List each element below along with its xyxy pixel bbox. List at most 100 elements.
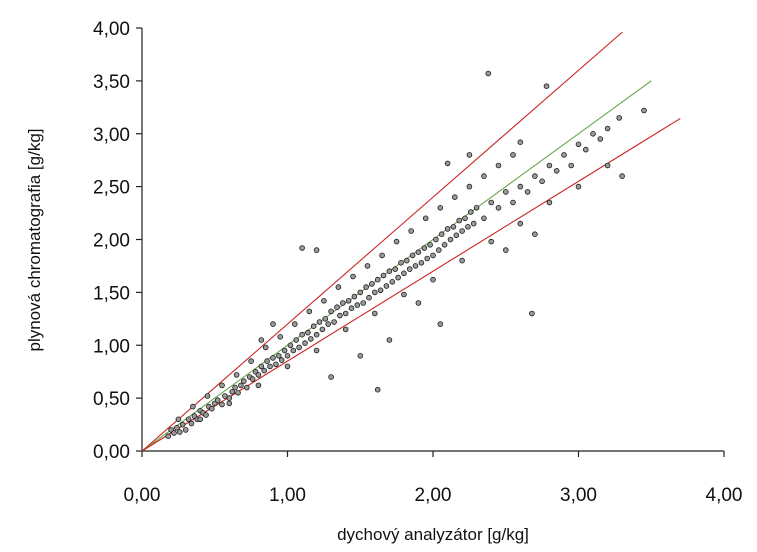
data-point xyxy=(270,321,276,327)
data-point xyxy=(539,178,545,185)
data-point xyxy=(165,433,172,440)
data-point xyxy=(510,199,516,206)
data-point xyxy=(219,401,225,408)
data-point xyxy=(582,146,589,153)
data-point xyxy=(226,400,233,407)
y-axis-label: plynová chromatografia [g/kg] xyxy=(25,128,44,351)
data-point xyxy=(190,403,196,410)
data-point xyxy=(456,217,463,224)
data-point xyxy=(258,337,265,343)
data-point xyxy=(470,220,477,227)
data-point xyxy=(291,321,298,327)
y-tick-label: 1,00 xyxy=(93,336,130,357)
data-point xyxy=(386,268,393,275)
data-point xyxy=(328,374,334,380)
data-point xyxy=(389,278,396,285)
data-point xyxy=(377,287,384,294)
y-tick-label: 1,50 xyxy=(93,283,130,304)
data-point xyxy=(238,382,244,389)
data-point xyxy=(462,215,468,222)
data-point xyxy=(553,168,560,174)
data-point xyxy=(641,107,647,114)
data-point xyxy=(453,232,460,239)
data-point xyxy=(357,352,364,359)
data-point xyxy=(299,245,305,251)
data-point xyxy=(441,242,448,248)
data-point xyxy=(305,329,311,336)
data-point xyxy=(273,361,279,368)
data-point xyxy=(222,393,228,399)
data-point xyxy=(357,289,364,296)
data-point xyxy=(209,405,215,412)
data-point xyxy=(264,358,270,364)
data-point xyxy=(427,242,433,248)
data-point xyxy=(422,215,429,222)
data-point xyxy=(177,429,183,435)
data-point xyxy=(319,326,326,333)
data-point xyxy=(450,224,457,230)
x-tick-label: 0,00 xyxy=(124,485,161,506)
data-point xyxy=(248,358,254,364)
data-point xyxy=(438,231,445,238)
data-point xyxy=(321,297,327,304)
data-point xyxy=(604,162,611,169)
data-point xyxy=(219,382,225,389)
data-point xyxy=(466,152,473,158)
data-point xyxy=(488,199,495,206)
data-point xyxy=(342,310,349,317)
data-point xyxy=(447,236,454,243)
data-point xyxy=(371,289,378,296)
data-point xyxy=(459,257,465,264)
data-point xyxy=(188,420,195,427)
x-axis-label: dychový analyzátor [g/kg] xyxy=(337,525,529,544)
data-point xyxy=(345,297,352,304)
data-point xyxy=(444,226,451,232)
data-point xyxy=(281,347,288,354)
data-point xyxy=(412,263,419,269)
data-point xyxy=(415,300,422,306)
data-point xyxy=(408,228,415,234)
data-point xyxy=(517,139,524,146)
data-point xyxy=(401,291,407,298)
data-point xyxy=(255,382,262,389)
data-point xyxy=(619,173,625,179)
data-point xyxy=(398,259,404,266)
data-point xyxy=(401,270,407,277)
data-point xyxy=(575,183,582,190)
y-tick-label: 0,00 xyxy=(93,442,130,463)
data-point xyxy=(203,412,209,418)
data-point xyxy=(354,302,361,308)
data-point xyxy=(502,247,509,253)
data-point xyxy=(418,259,425,266)
data-point xyxy=(364,263,371,269)
data-point xyxy=(597,136,604,142)
x-ticks: 0,00 1,00 2,00 3,00 4,00 xyxy=(124,451,742,506)
data-point xyxy=(380,272,387,279)
data-point xyxy=(182,427,189,433)
data-point xyxy=(360,300,367,306)
data-point xyxy=(395,274,401,281)
data-point xyxy=(374,276,381,283)
data-point xyxy=(258,363,265,370)
data-point xyxy=(532,231,538,238)
data-point xyxy=(296,344,302,351)
data-point xyxy=(174,424,180,431)
data-point xyxy=(546,162,553,169)
data-point xyxy=(444,160,451,167)
data-point xyxy=(197,416,204,423)
data-point xyxy=(232,384,238,391)
data-point xyxy=(313,331,320,338)
data-point xyxy=(435,247,442,253)
reference-line xyxy=(141,117,681,452)
data-point xyxy=(604,125,611,132)
data-point xyxy=(517,183,524,190)
data-point xyxy=(335,284,342,290)
data-point xyxy=(374,386,381,393)
data-point xyxy=(313,347,320,354)
data-point xyxy=(421,245,428,251)
y-tick-label: 4,00 xyxy=(93,19,130,40)
data-point xyxy=(433,236,439,243)
data-point xyxy=(316,319,323,325)
y-ticks: 0,00 0,50 1,00 1,50 2,00 2,50 3,00 3,50 4,00 xyxy=(93,19,142,463)
data-point xyxy=(616,115,622,121)
